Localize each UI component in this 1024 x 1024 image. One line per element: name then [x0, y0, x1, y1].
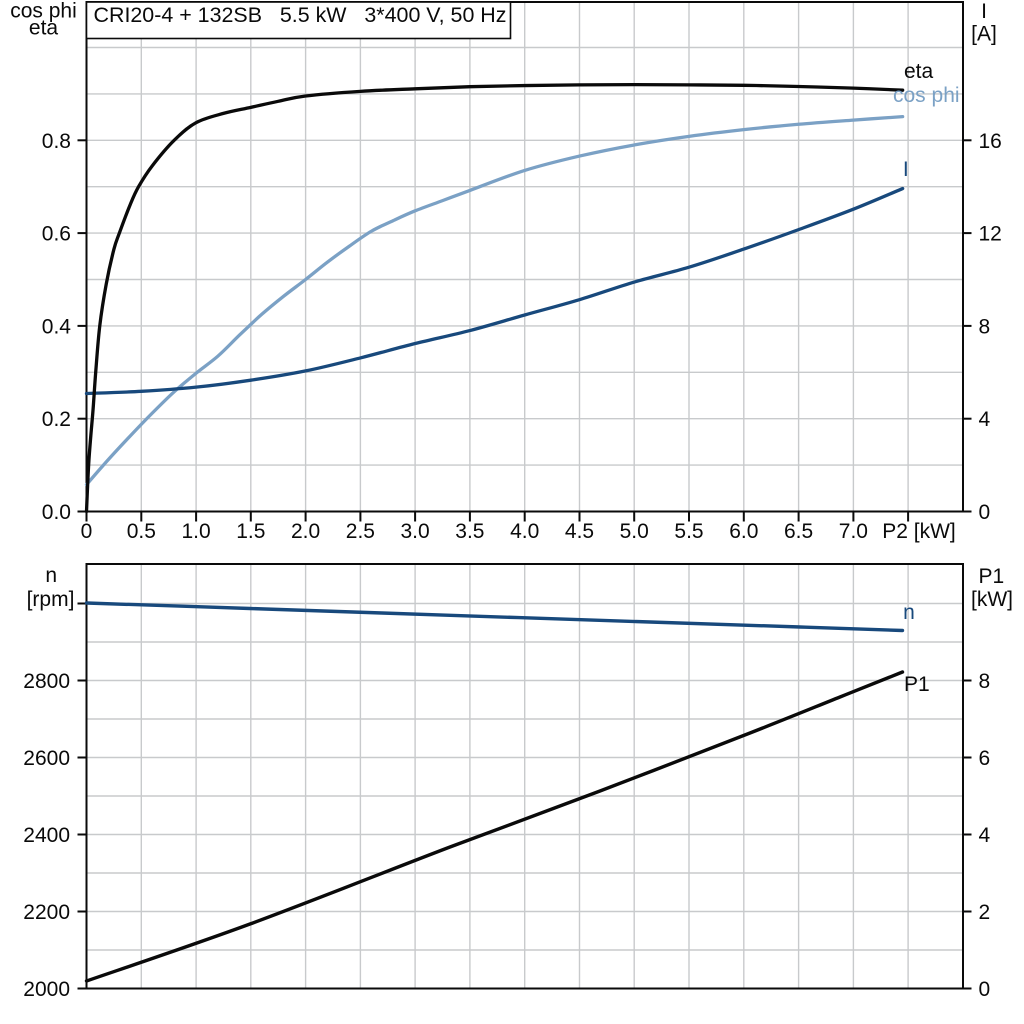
svg-text:0: 0: [979, 501, 991, 524]
svg-text:6: 6: [979, 747, 991, 770]
svg-text:2600: 2600: [23, 747, 70, 770]
svg-text:0.5: 0.5: [127, 520, 156, 543]
svg-text:cos phi: cos phi: [10, 0, 77, 22]
svg-text:0.2: 0.2: [42, 408, 71, 431]
svg-text:2200: 2200: [23, 901, 70, 924]
svg-text:1.5: 1.5: [236, 520, 265, 543]
svg-text:P2 [kW]: P2 [kW]: [882, 520, 956, 543]
svg-text:[rpm]: [rpm]: [27, 588, 75, 611]
svg-text:[A]: [A]: [971, 23, 997, 46]
svg-text:3.0: 3.0: [400, 520, 429, 543]
svg-text:0.6: 0.6: [42, 223, 71, 246]
svg-text:8: 8: [979, 670, 991, 693]
svg-text:0: 0: [81, 520, 93, 543]
svg-text:P1: P1: [904, 673, 930, 696]
svg-text:0.4: 0.4: [42, 315, 72, 338]
svg-text:[kW]: [kW]: [971, 588, 1013, 611]
svg-text:4.0: 4.0: [510, 520, 539, 543]
svg-text:2400: 2400: [23, 824, 70, 847]
svg-text:2.5: 2.5: [346, 520, 375, 543]
svg-text:8: 8: [979, 315, 991, 338]
svg-text:4: 4: [979, 408, 991, 431]
svg-text:I: I: [981, 0, 987, 23]
svg-text:6.0: 6.0: [729, 520, 758, 543]
svg-text:16: 16: [979, 130, 1002, 153]
svg-text:2800: 2800: [23, 670, 70, 693]
svg-text:I: I: [903, 158, 909, 181]
svg-text:2: 2: [979, 901, 991, 924]
svg-text:4.5: 4.5: [565, 520, 594, 543]
svg-text:7.0: 7.0: [839, 520, 868, 543]
svg-text:3.5: 3.5: [455, 520, 484, 543]
svg-text:2000: 2000: [23, 978, 70, 1001]
svg-text:6.5: 6.5: [784, 520, 813, 543]
svg-text:n: n: [903, 601, 915, 624]
svg-text:CRI20-4 + 132SB 5.5 kW 3*4: CRI20-4 + 132SB 5.5 kW 3*400 V, 50 Hz: [94, 4, 507, 27]
svg-text:0: 0: [979, 978, 991, 1001]
svg-text:0.8: 0.8: [42, 130, 71, 153]
svg-text:2.0: 2.0: [291, 520, 320, 543]
svg-text:5.5: 5.5: [674, 520, 703, 543]
svg-text:1.0: 1.0: [181, 520, 210, 543]
svg-text:n: n: [45, 564, 57, 587]
svg-text:eta: eta: [904, 60, 934, 83]
svg-text:0.0: 0.0: [42, 501, 71, 524]
svg-text:4: 4: [979, 824, 991, 847]
svg-text:eta: eta: [29, 16, 59, 39]
svg-text:P1: P1: [979, 565, 1005, 588]
svg-text:cos phi: cos phi: [893, 84, 960, 107]
svg-text:5.0: 5.0: [620, 520, 649, 543]
svg-text:12: 12: [979, 223, 1002, 246]
